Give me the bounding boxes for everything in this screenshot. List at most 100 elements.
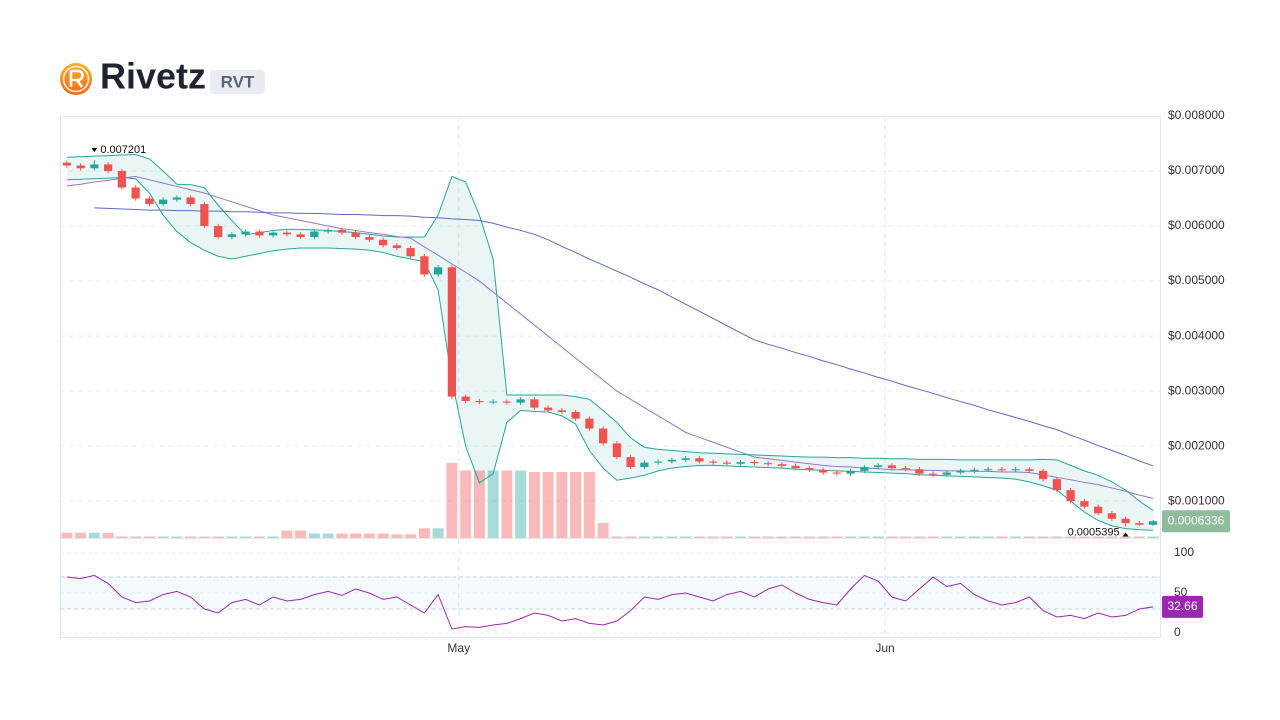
candle-body	[392, 245, 401, 249]
candle-body	[461, 396, 470, 402]
volume-bar	[597, 523, 609, 538]
logo-ring	[62, 65, 90, 93]
volume-bar	[143, 536, 155, 538]
volume-bar	[542, 472, 554, 538]
volume-bar	[1065, 536, 1077, 538]
moving-average	[94, 207, 1154, 467]
candle-body	[502, 401, 511, 403]
volume-bar	[776, 536, 788, 538]
y-tick-label: $0.005000	[1168, 273, 1225, 287]
candle-body	[791, 465, 800, 469]
candle-body	[241, 231, 250, 235]
volume-bar	[693, 536, 705, 538]
volume-bar	[405, 534, 417, 538]
volume-bar	[625, 536, 637, 538]
volume-bar	[61, 532, 73, 538]
volume-bar	[927, 536, 939, 538]
candle-body	[296, 234, 305, 238]
volume-bar	[102, 532, 114, 538]
volume-bar	[528, 472, 540, 538]
candle-body	[1135, 523, 1144, 525]
volume-bar	[707, 536, 719, 538]
candle-body	[1107, 513, 1116, 519]
volume-bar	[418, 528, 430, 538]
volume-bar	[75, 532, 87, 538]
rsi-tick-label: 0	[1174, 625, 1181, 639]
y-tick-label: $0.001000	[1168, 493, 1225, 507]
volume-bar	[377, 533, 389, 538]
volume-bar	[858, 536, 870, 538]
ticker: RVT	[221, 72, 255, 91]
rsi-tag	[1162, 595, 1203, 618]
candle-body	[269, 232, 278, 236]
candle-body	[214, 226, 223, 238]
candle-body	[447, 267, 456, 397]
volume-bar	[982, 536, 994, 538]
candle-body	[516, 399, 525, 403]
y-tick-label: $0.007000	[1168, 163, 1225, 177]
volume-bar	[157, 536, 169, 538]
candle-body	[764, 463, 773, 465]
volume-bar	[391, 534, 403, 538]
volume-bar	[735, 536, 747, 538]
volume-bar	[267, 536, 279, 538]
coin-name: Rivetz	[100, 56, 206, 97]
candle-body	[544, 407, 553, 411]
volume-bar	[900, 536, 912, 538]
volume-bar	[1147, 536, 1159, 538]
candle-body	[145, 198, 154, 205]
volume-bar	[1092, 536, 1104, 538]
volume-bar	[1106, 536, 1118, 538]
candle-body	[557, 410, 566, 413]
volume-bar	[281, 530, 293, 538]
candle-body	[695, 458, 704, 462]
volume-bar	[831, 536, 843, 538]
candle-body	[159, 199, 168, 205]
volume-bar	[638, 536, 650, 538]
candle-body	[681, 458, 690, 460]
volume-bar	[226, 536, 238, 538]
volume-bar	[680, 536, 692, 538]
volume-bar	[1037, 536, 1049, 538]
y-tick-label: $0.002000	[1168, 438, 1225, 452]
candle-body	[406, 248, 415, 257]
x-tick-label: May	[447, 641, 470, 655]
candle-body	[640, 462, 649, 468]
candle-body	[832, 472, 841, 474]
candle-body	[942, 472, 951, 475]
volume-bar	[473, 470, 485, 538]
candle-body	[434, 267, 443, 275]
candle-body	[76, 165, 85, 169]
candle-body	[984, 469, 993, 471]
volume-bar	[336, 533, 348, 538]
volume-bar	[432, 528, 444, 538]
candle-body	[1052, 479, 1061, 491]
candle-body	[1066, 490, 1075, 502]
volume-bar	[88, 532, 100, 538]
candle-body	[722, 462, 731, 464]
chart-frame	[60, 116, 1161, 638]
candle-body	[709, 461, 718, 463]
candle-body	[860, 467, 869, 471]
volume-bar	[446, 463, 458, 538]
candle-body	[475, 401, 484, 403]
volume-bar	[913, 536, 925, 538]
candle-body	[626, 457, 635, 468]
low-marker	[1122, 532, 1129, 537]
candle-body	[571, 412, 580, 419]
volume-bar	[872, 536, 884, 538]
candle-body	[970, 469, 979, 471]
volume-bar	[556, 472, 568, 538]
y-tick-label: $0.004000	[1168, 328, 1225, 342]
candle-body	[915, 469, 924, 474]
candle-body	[654, 461, 663, 463]
candle-body	[887, 465, 896, 469]
volume-bar	[1010, 536, 1022, 538]
logo	[60, 63, 92, 95]
volume-bar	[253, 536, 265, 538]
volume-bar	[487, 470, 499, 538]
volume-bar	[748, 536, 760, 538]
candle-body	[874, 465, 883, 468]
volume-bar	[212, 536, 224, 538]
candle-body	[104, 164, 113, 172]
